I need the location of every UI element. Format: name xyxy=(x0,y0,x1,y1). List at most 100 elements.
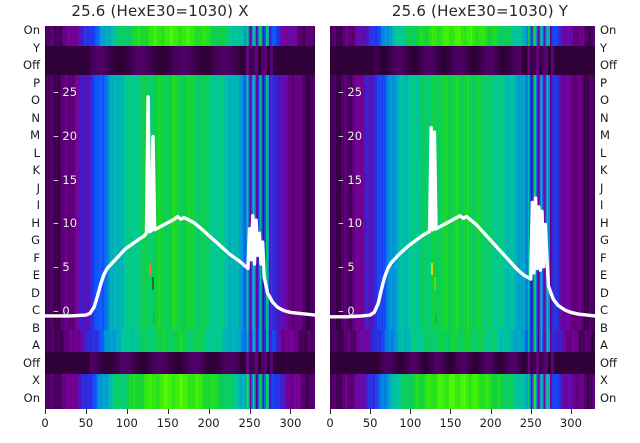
heatmap-band-strip-mid xyxy=(45,330,315,352)
category-label-i-10: I xyxy=(600,198,604,213)
event-markers-y xyxy=(330,26,595,409)
x-axis-tick-label: 50 xyxy=(362,416,378,430)
x-axis-tick xyxy=(490,409,492,414)
category-label-f-13: F xyxy=(33,250,40,265)
heatmap-band-dark-top xyxy=(330,46,595,75)
inner-y-tick-label: – 20 xyxy=(53,128,78,143)
category-label-d-15: D xyxy=(31,285,40,300)
category-label-y-1: Y xyxy=(32,40,40,55)
x-axis-tick-label: 250 xyxy=(519,416,542,430)
category-label-f-13: F xyxy=(600,250,607,265)
heatmap-band-strip-top xyxy=(45,26,315,46)
category-label-o-4: O xyxy=(600,93,610,108)
x-axis-tick-label: 300 xyxy=(279,416,302,430)
x-axis-tick-label: 300 xyxy=(559,416,582,430)
event-marker xyxy=(152,277,155,290)
x-axis-tick xyxy=(410,409,412,414)
x-axis-tick-label: 200 xyxy=(479,416,502,430)
inner-y-tick-label: – 0 xyxy=(53,304,70,319)
category-label-a-18: A xyxy=(600,338,608,353)
category-label-n-5: N xyxy=(600,110,609,125)
category-label-on-21: On xyxy=(23,391,40,405)
x-axis-tick-label: 200 xyxy=(197,416,220,430)
category-label-p-3: P xyxy=(600,75,607,90)
panel-y: 25.6 (HexE30=1030) Y On Y Off P O N M L K J I H G F E D… xyxy=(320,0,640,440)
panel-y-title: 25.6 (HexE30=1030) Y xyxy=(391,2,569,20)
category-label-g-12: G xyxy=(31,233,40,248)
x-axis-tick xyxy=(530,409,532,414)
inner-y-tick-label: – 20 xyxy=(338,128,363,143)
category-label-o-4: O xyxy=(30,93,40,108)
event-markers-x xyxy=(45,26,315,409)
event-marker xyxy=(148,263,151,276)
category-label-e-14: E xyxy=(32,268,40,283)
category-label-m-6: M xyxy=(600,128,610,143)
x-axis-tick xyxy=(126,409,128,414)
category-label-m-6: M xyxy=(30,128,40,143)
heatmap-band-strip-top xyxy=(330,26,595,46)
x-axis-tick xyxy=(85,409,87,414)
category-label-i-10: I xyxy=(36,198,40,213)
heatmap-band-dark-top xyxy=(45,46,315,75)
heatmap-band-strip-mid xyxy=(330,330,595,352)
event-marker xyxy=(434,277,437,290)
x-axis-y: 0 50 100 150 200 250 300 xyxy=(326,409,595,443)
inner-y-tick-label: – 5 xyxy=(338,260,355,275)
category-label-on-21: On xyxy=(600,391,617,405)
category-label-off-2: Off xyxy=(23,58,40,73)
x-axis-tick xyxy=(290,409,292,414)
category-label-x-20: X xyxy=(600,373,608,388)
category-label-j-9: J xyxy=(36,180,40,195)
category-label-on-0: On xyxy=(23,23,40,37)
category-axis-left: On Y Off P O N M L K J I H G F E D C B A Off X On xyxy=(0,0,44,440)
category-label-p-3: P xyxy=(33,75,40,90)
x-axis-tick-label: 250 xyxy=(238,416,261,430)
heatmap-band-strip-bot xyxy=(330,374,595,409)
category-label-h-11: H xyxy=(600,215,609,230)
heatmap-band-dark-bot xyxy=(45,352,315,374)
x-axis-tick xyxy=(167,409,169,414)
x-axis-tick-label: 150 xyxy=(439,416,462,430)
heatmap-plot-x[interactable]: – 0 – 5 – 10 – 15 – 20 – 25 xyxy=(45,26,315,409)
category-label-j-9: J xyxy=(600,180,604,195)
category-label-off-2: Off xyxy=(600,58,617,73)
x-axis-tick-label: 0 xyxy=(41,416,49,430)
heatmap-plot-y[interactable]: – 0 – 5 – 10 – 15 – 20 – 25 xyxy=(330,26,595,409)
x-axis-tick xyxy=(450,409,452,414)
inner-y-tick-label: – 5 xyxy=(53,260,70,275)
x-axis-tick xyxy=(208,409,210,414)
x-axis-tick xyxy=(570,409,572,414)
panel-x-title: 25.6 (HexE30=1030) X xyxy=(71,2,249,20)
inner-y-tick-label: – 25 xyxy=(338,84,363,99)
category-label-b-17: B xyxy=(600,320,608,335)
event-marker xyxy=(431,263,434,276)
x-axis-tick-label: 50 xyxy=(78,416,94,430)
x-axis-tick xyxy=(330,409,331,414)
category-label-d-15: D xyxy=(600,285,609,300)
heatmap-band-strip-bot xyxy=(45,374,315,409)
panel-x: 25.6 (HexE30=1030) X On Y Off P O N M L K J I H G F E D… xyxy=(0,0,320,440)
category-label-h-11: H xyxy=(31,215,40,230)
category-label-l-7: L xyxy=(33,145,40,160)
heatmap-band-dark-bot xyxy=(330,352,595,374)
inner-y-tick-label: – 10 xyxy=(53,216,78,231)
category-label-a-18: A xyxy=(32,338,40,353)
category-label-off-19: Off xyxy=(600,355,617,370)
x-axis-tick-label: 100 xyxy=(115,416,138,430)
category-axis-right: On Y Off P O N M L K J I H G F E D C B A Off X On xyxy=(596,0,640,440)
x-axis-tick xyxy=(249,409,251,414)
inner-y-tick-label: – 25 xyxy=(53,84,78,99)
category-label-l-7: L xyxy=(600,145,607,160)
category-label-n-5: N xyxy=(31,110,40,125)
inner-y-tick-label: – 10 xyxy=(338,216,363,231)
inner-y-tick-label: – 0 xyxy=(338,304,355,319)
x-axis-tick-label: 0 xyxy=(326,416,334,430)
category-label-e-14: E xyxy=(600,268,608,283)
x-axis-x: 0 50 100 150 200 250 300 xyxy=(41,409,315,443)
category-label-off-19: Off xyxy=(23,355,40,370)
event-marker xyxy=(153,314,155,323)
category-label-y-1: Y xyxy=(600,40,608,55)
category-label-b-17: B xyxy=(32,320,40,335)
category-label-on-0: On xyxy=(600,23,617,37)
